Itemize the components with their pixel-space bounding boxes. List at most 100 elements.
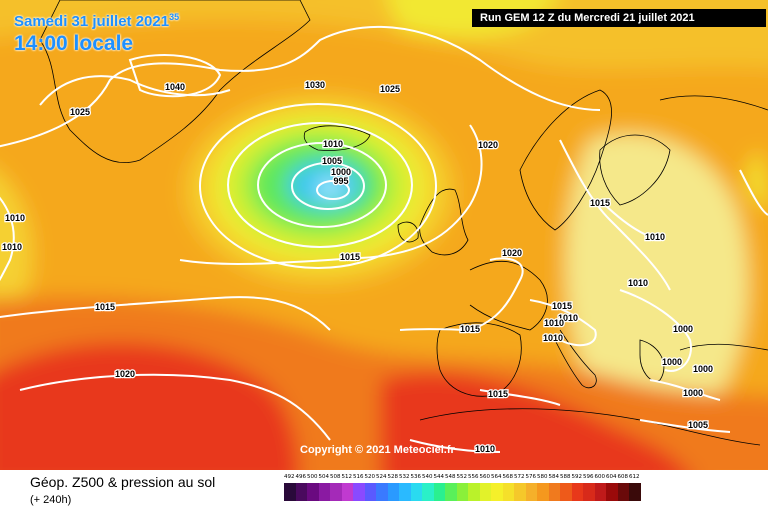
- isobar-label: 1015: [340, 252, 360, 262]
- scale-swatch: [571, 483, 583, 501]
- scale-label: 548: [445, 474, 456, 480]
- scale-label: 564: [491, 474, 502, 480]
- isobar-label: 995: [333, 176, 348, 186]
- color-scale: 492 496 500 504 508 512 516 520 524 528 532 536 540 5…: [284, 474, 641, 501]
- isobar-label: 1010: [2, 242, 22, 252]
- scale-label: 544: [433, 474, 445, 480]
- scale-label: 568: [502, 474, 514, 480]
- scale-swatch: [537, 483, 549, 501]
- scale-label: 572: [514, 474, 525, 480]
- scale-swatch: [468, 483, 480, 501]
- scale-swatch: [387, 483, 399, 501]
- forecast-date: Samedi 31 juillet 202135: [14, 12, 180, 30]
- scale-label: 600: [594, 474, 606, 480]
- copyright: Copyright © 2021 Meteociel.fr: [300, 444, 455, 456]
- scale-swatch: [341, 483, 353, 501]
- scale-swatch: [295, 483, 307, 501]
- legend-bar: Géop. Z500 & pression au sol (+ 240h) 49…: [0, 470, 768, 512]
- scale-label: 584: [548, 474, 560, 480]
- isobars: [0, 25, 768, 453]
- scale-swatch: [456, 483, 468, 501]
- isobar-label: 1010: [475, 444, 495, 454]
- scale-label: 580: [537, 474, 548, 480]
- scale-label: 592: [571, 474, 583, 480]
- geopotential-map: 1040 1030 10251025102010101005100099510151…: [0, 0, 768, 470]
- scale-label: 504: [318, 474, 330, 480]
- scale-swatch: [364, 483, 376, 501]
- scale-swatch: [433, 483, 445, 501]
- scale-swatch: [617, 483, 629, 501]
- scale-label: 528: [387, 474, 399, 480]
- isobar-label: 1025: [70, 107, 90, 117]
- isobar-label: 1010: [645, 232, 665, 242]
- isobar-labels: 1040 1030 10251025102010101005100099510151…: [1, 79, 715, 456]
- isobar-label: 1030: [305, 80, 325, 90]
- scale-label: 552: [456, 474, 468, 480]
- scale-label: 608: [617, 474, 629, 480]
- isobar-label: 1000: [693, 364, 713, 374]
- scale-label: 536: [410, 474, 422, 480]
- scale-label: 500: [307, 474, 318, 480]
- isobar-label: 1010: [323, 139, 343, 149]
- isobar-label: 1010: [5, 213, 25, 223]
- isobar-label: 1010: [543, 333, 563, 343]
- scale-swatch: [629, 483, 641, 501]
- scale-label: 524: [376, 474, 387, 480]
- scale-swatch: [491, 483, 503, 501]
- color-scale-labels: 492 496 500 504 508 512 516 520 524 528 532 536 540 5…: [284, 474, 641, 480]
- isobar-label: 1015: [590, 198, 610, 208]
- model-run-banner: Run GEM 12 Z du Mercredi 21 juillet 2021: [472, 9, 766, 27]
- scale-swatch: [525, 483, 537, 501]
- isobar-label: 1015: [552, 301, 572, 311]
- scale-label: 520: [364, 474, 376, 480]
- scale-label: 496: [295, 474, 307, 480]
- scale-swatch: [399, 483, 411, 501]
- isobar-label: 1000: [331, 167, 351, 177]
- scale-label: 492: [284, 474, 295, 480]
- scale-swatch: [445, 483, 457, 501]
- scale-swatch: [410, 483, 422, 501]
- scale-swatch: [594, 483, 606, 501]
- scale-label: 588: [560, 474, 571, 480]
- isobar-label: 1020: [478, 140, 498, 150]
- scale-swatch: [514, 483, 526, 501]
- isobar-label: 1015: [95, 302, 115, 312]
- scale-swatch: [479, 483, 491, 501]
- scale-swatch: [353, 483, 365, 501]
- scale-label: 512: [341, 474, 353, 480]
- isobar-label: 1010: [628, 278, 648, 288]
- scale-label: 604: [606, 474, 617, 480]
- isobar-label: 1005: [322, 156, 342, 166]
- scale-label: 560: [479, 474, 491, 480]
- isobar-label: 1025: [380, 84, 400, 94]
- scale-swatch: [330, 483, 342, 501]
- forecast-range: (+ 240h): [30, 494, 72, 506]
- scale-swatch: [548, 483, 560, 501]
- scale-label: 508: [330, 474, 341, 480]
- isobar-label: 1020: [502, 248, 522, 258]
- scale-label: 540: [422, 474, 433, 480]
- scale-swatch: [284, 483, 296, 501]
- scale-label: 612: [629, 474, 640, 480]
- isobar-label: 1005: [688, 420, 708, 430]
- scale-swatch: [376, 483, 388, 501]
- scale-label: 516: [353, 474, 364, 480]
- isobar-label: 1010: [544, 318, 564, 328]
- scale-label: 532: [399, 474, 410, 480]
- isobar-label: 1015: [460, 324, 480, 334]
- scale-label: 576: [525, 474, 537, 480]
- forecast-time: 14:00 locale: [14, 32, 134, 55]
- scale-swatch: [583, 483, 595, 501]
- scale-swatch: [560, 483, 572, 501]
- isobar-label: 1020: [115, 369, 135, 379]
- scale-label: 596: [583, 474, 594, 480]
- scale-swatch: [318, 483, 330, 501]
- scale-swatch: [502, 483, 514, 501]
- scale-swatch: [606, 483, 618, 501]
- scale-swatch: [307, 483, 319, 501]
- scale-swatch: [422, 483, 434, 501]
- isobar-label: 1000: [683, 388, 703, 398]
- isobar-label: 1000: [673, 324, 693, 334]
- coastlines: [39, 0, 768, 446]
